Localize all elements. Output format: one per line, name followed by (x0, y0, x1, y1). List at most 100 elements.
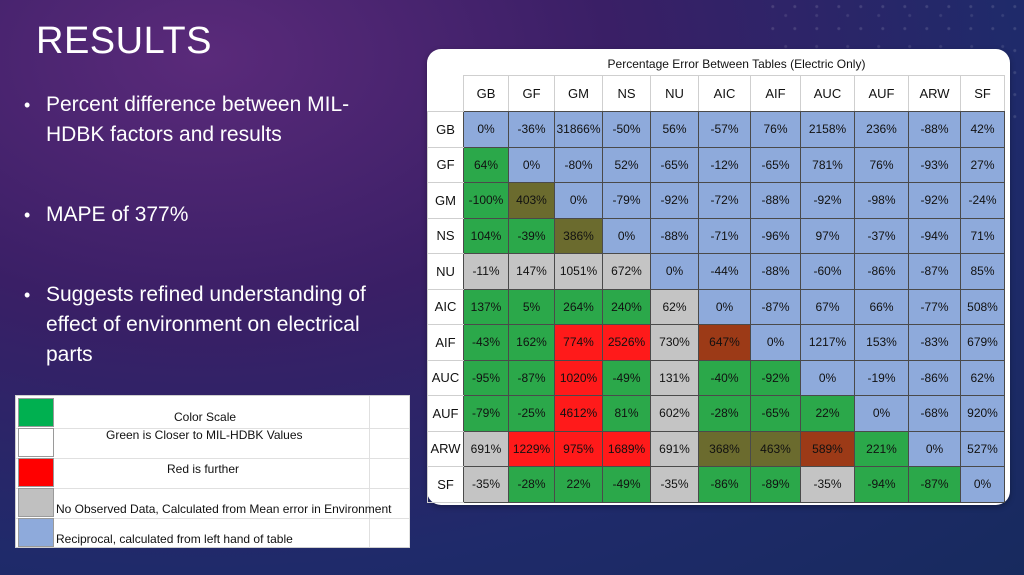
color-legend: Color Scale Green is Closer to MIL-HDBK … (15, 395, 410, 548)
legend-swatch-gray (18, 488, 54, 517)
table-cell: 27% (960, 146, 1005, 183)
table-cell: -86% (854, 253, 909, 290)
table-cell: -92% (750, 359, 801, 396)
row-header: AIC (427, 288, 464, 325)
table-cell: 76% (750, 111, 801, 148)
row-header: AIF (427, 324, 464, 361)
slide-title: RESULTS (36, 20, 212, 62)
column-header: NU (650, 75, 699, 112)
legend-gridline (369, 396, 370, 547)
table-cell: 76% (854, 146, 909, 183)
table-cell: 52% (602, 146, 651, 183)
table-cell: 527% (960, 430, 1005, 467)
bullet-dot-icon: • (24, 95, 31, 115)
table-cell: 463% (750, 430, 801, 467)
bullet-item: • Suggests refined understanding of effe… (24, 280, 404, 370)
table-cell: -11% (463, 253, 509, 290)
column-header: AUF (854, 75, 909, 112)
table-row: GM -100% 403% 0% -79% -92% -72% -88% -92% -98% -92… (427, 182, 1005, 219)
table-row: AIF -43% 162% 774% 2526% 730% 647% 0% 1217% 153% -… (427, 324, 1005, 361)
legend-label: Color Scale (174, 410, 237, 424)
table-corner (427, 75, 464, 112)
table-cell: -50% (602, 111, 651, 148)
table-cell: -72% (698, 182, 751, 219)
table-cell: -28% (508, 466, 555, 503)
table-cell: -93% (908, 146, 961, 183)
legend-gridline (16, 518, 409, 519)
legend-swatch-red (18, 458, 54, 487)
row-header: GM (427, 182, 464, 219)
bullet-dot-icon: • (24, 285, 31, 305)
table-cell: 672% (602, 253, 651, 290)
table-cell: -39% (508, 217, 555, 254)
bullet-text: MAPE of 377% (46, 203, 189, 226)
legend-swatch-white (18, 428, 54, 457)
legend-label: Green is Closer to MIL-HDBK Values (106, 428, 303, 442)
row-header: AUC (427, 359, 464, 396)
table-cell: -12% (698, 146, 751, 183)
table-cell: 147% (508, 253, 555, 290)
table-cell: 679% (960, 324, 1005, 361)
table-cell: 2158% (800, 111, 855, 148)
table-cell: -94% (854, 466, 909, 503)
row-header: SF (427, 466, 464, 503)
bullet-text: Suggests refined understanding of effect… (46, 283, 366, 366)
column-header: AIC (698, 75, 751, 112)
table-cell: -49% (602, 466, 651, 503)
table-cell: -79% (602, 182, 651, 219)
table-title: Percentage Error Between Tables (Electri… (607, 57, 866, 71)
table-cell: 0% (908, 430, 961, 467)
table-cell: 0% (698, 288, 751, 325)
table-cell: -60% (800, 253, 855, 290)
table-cell: 42% (960, 111, 1005, 148)
table-cell: 85% (960, 253, 1005, 290)
table-cell: 2526% (602, 324, 651, 361)
row-header: GF (427, 146, 464, 183)
legend-gridline (16, 428, 409, 429)
table-cell: -79% (463, 395, 509, 432)
table-cell: -44% (698, 253, 751, 290)
table-row: NU -11% 147% 1051% 672% 0% -44% -88% -60% -86% -87… (427, 253, 1005, 290)
table-cell: 221% (854, 430, 909, 467)
table-cell: 71% (960, 217, 1005, 254)
column-header: NS (602, 75, 651, 112)
bullet-item: • MAPE of 377% (24, 200, 404, 230)
row-header: GB (427, 111, 464, 148)
column-header: GF (508, 75, 555, 112)
table-cell: 4612% (554, 395, 603, 432)
table-cell: -87% (908, 466, 961, 503)
column-header: AUC (800, 75, 855, 112)
table-cell: 64% (463, 146, 509, 183)
table-cell: 22% (800, 395, 855, 432)
table-cell: -68% (908, 395, 961, 432)
table-cell: -71% (698, 217, 751, 254)
legend-swatch-green (18, 398, 54, 427)
table-cell: 104% (463, 217, 509, 254)
table-row: AIC 137% 5% 264% 240% 62% 0% -87% 67% 66% -77% 508% (427, 288, 1005, 325)
table-cell: 691% (463, 430, 509, 467)
table-cell: -94% (908, 217, 961, 254)
table-cell: 236% (854, 111, 909, 148)
table-cell: 31866% (554, 111, 603, 148)
table-row: AUC -95% -87% 1020% -49% 131% -40% -92% 0% -19% -8… (427, 359, 1005, 396)
table-cell: -92% (650, 182, 699, 219)
table-cell: -80% (554, 146, 603, 183)
table-cell: 162% (508, 324, 555, 361)
table-cell: 730% (650, 324, 699, 361)
table-cell: -57% (698, 111, 751, 148)
table-cell: 1229% (508, 430, 555, 467)
table-cell: 62% (960, 359, 1005, 396)
table-cell: -35% (650, 466, 699, 503)
table-cell: 508% (960, 288, 1005, 325)
table-cell: -86% (908, 359, 961, 396)
table-cell: 368% (698, 430, 751, 467)
table-cell: 264% (554, 288, 603, 325)
table-cell: 647% (698, 324, 751, 361)
table-row: GF 64% 0% -80% 52% -65% -12% -65% 781% 76% -93% 27% (427, 146, 1005, 183)
table-cell: -87% (508, 359, 555, 396)
legend-gridline (409, 396, 410, 547)
table-cell: 137% (463, 288, 509, 325)
row-header: ARW (427, 430, 464, 467)
table-cell: 81% (602, 395, 651, 432)
legend-label: Reciprocal, calculated from left hand of… (56, 532, 293, 546)
